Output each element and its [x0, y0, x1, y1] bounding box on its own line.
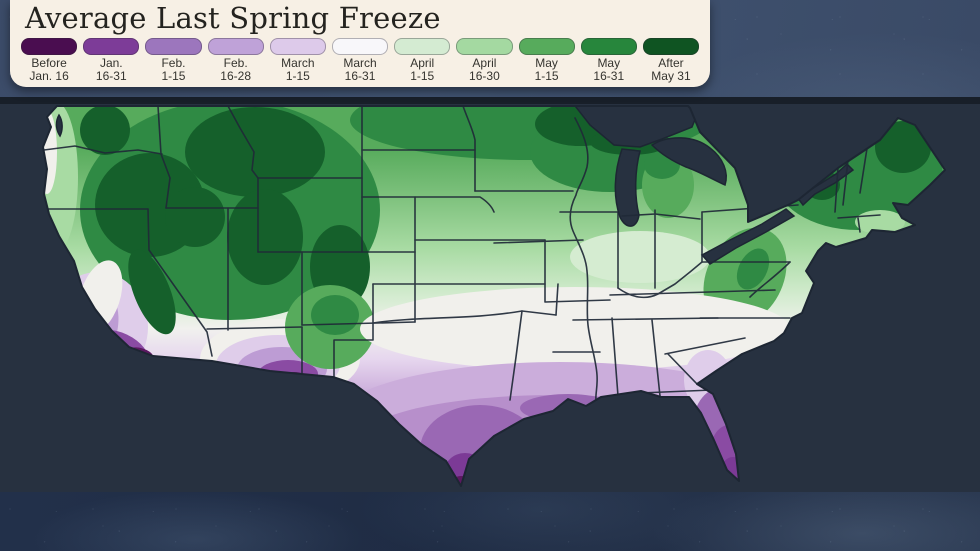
legend-label-line1: April — [472, 56, 497, 70]
legend-item-april-1-15: April 1-15 — [394, 38, 451, 83]
legend-swatch — [21, 38, 78, 55]
legend-swatch — [580, 38, 637, 55]
legend-label-line1: After — [658, 56, 684, 70]
legend-label-line2: May 31 — [651, 69, 691, 83]
legend-swatch — [269, 38, 326, 55]
legend-label-line1: March — [343, 56, 377, 70]
legend-swatch — [331, 38, 389, 55]
legend-label-line2: 1-15 — [534, 69, 559, 83]
page-title: Average Last Spring Freeze — [25, 1, 441, 35]
title-legend-panel: Average Last Spring Freeze Before Jan. 16… — [10, 0, 710, 87]
frost-background-bottom — [0, 492, 980, 551]
legend-item-feb-1-15: Feb. 1-15 — [145, 38, 202, 83]
legend-label-line2: 1-15 — [285, 69, 310, 83]
legend-label-line2: Jan. 16 — [29, 69, 69, 83]
legend-swatch — [207, 38, 264, 55]
legend-item-after-may31: After May 31 — [642, 38, 700, 83]
frost-texture — [0, 492, 980, 551]
legend-label-line1: Feb. — [223, 56, 248, 70]
legend-label-line1: April — [410, 56, 435, 70]
legend-item-may-16-31: May 16-31 — [580, 38, 637, 83]
legend-label-line1: May — [597, 56, 621, 70]
legend-item-march-1-15: March 1-15 — [269, 38, 326, 83]
legend-item-may-1-15: May 1-15 — [518, 38, 575, 83]
legend-item-march-16-31: March 16-31 — [331, 38, 389, 83]
legend-label-line2: 1-15 — [161, 69, 186, 83]
us-freeze-map — [42, 105, 946, 487]
legend-label-line1: Before — [31, 56, 67, 70]
legend-label-line2: 16-31 — [95, 69, 127, 83]
legend-label-line2: 16-31 — [593, 69, 625, 83]
legend-item-jan-16-31: Jan. 16-31 — [83, 38, 140, 83]
us-outline — [42, 105, 946, 487]
legend-label-line2: 1-15 — [410, 69, 435, 83]
legend-label-line2: 16-31 — [344, 69, 376, 83]
legend-swatch — [83, 38, 140, 55]
legend-label-line2: 16-30 — [469, 69, 500, 83]
legend-swatch — [456, 38, 513, 55]
freeze-date-legend: Before Jan. 16 Jan. 16-31 Feb. 1-15 Feb. 16-… — [21, 38, 700, 83]
legend-swatch — [518, 38, 575, 55]
legend-item-april-16-30: April 16-30 — [456, 38, 513, 83]
legend-swatch — [642, 38, 700, 55]
legend-swatch — [145, 38, 202, 55]
legend-item-before-jan16: Before Jan. 16 — [21, 38, 78, 83]
legend-label-line1: Jan. — [99, 56, 123, 70]
legend-swatch — [394, 38, 451, 55]
divider-strip — [0, 97, 980, 104]
legend-label-line1: Feb. — [161, 56, 186, 70]
legend-label-line1: May — [535, 56, 558, 70]
legend-label-line2: 16-28 — [220, 69, 251, 83]
legend-label-line1: March — [281, 56, 315, 70]
legend-item-feb-16-28: Feb. 16-28 — [207, 38, 264, 83]
